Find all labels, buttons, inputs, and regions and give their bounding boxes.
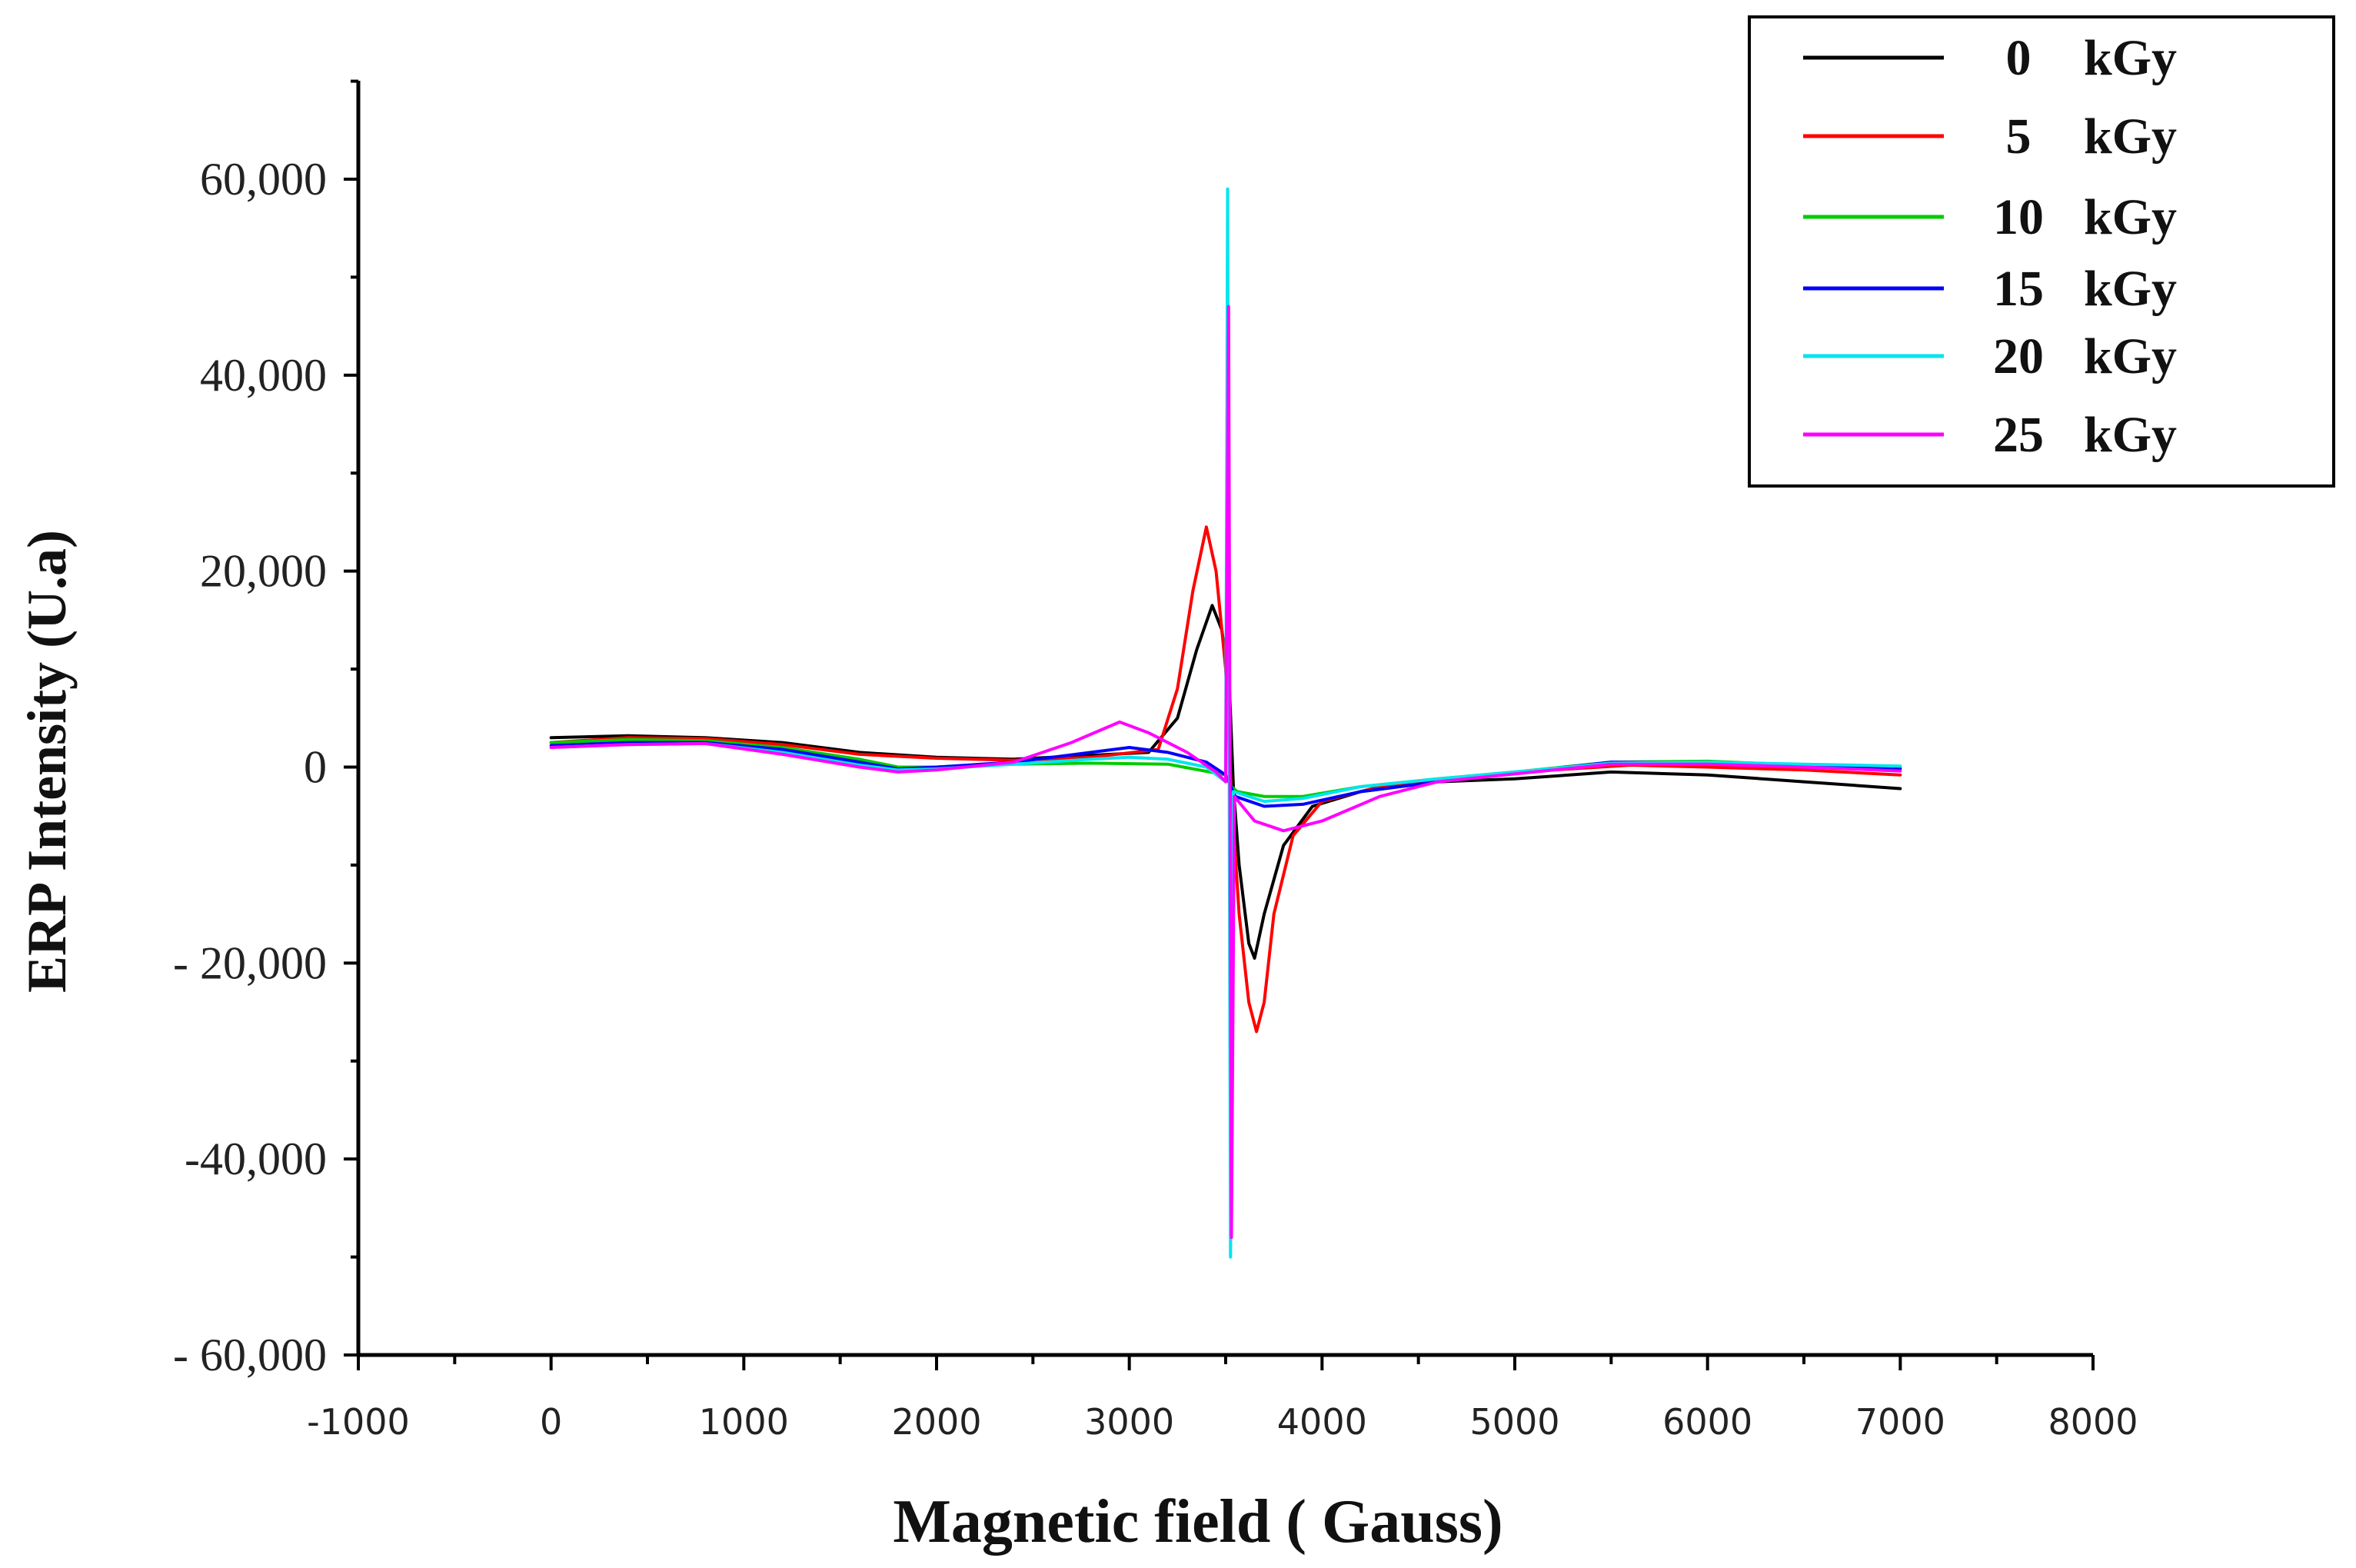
x-tick-label: 6000 xyxy=(1662,1401,1752,1443)
x-tick-label: 5000 xyxy=(1469,1401,1559,1443)
y-tick-label: -40,000 xyxy=(185,1134,327,1184)
y-tick-label: - 60,000 xyxy=(173,1330,327,1380)
legend: 0 kGy 5 kGy 10 kGy 15 kGy 20 kGy 25 kGy xyxy=(1748,15,2335,488)
legend-unit-15: kGy xyxy=(2084,261,2177,317)
x-ticks: -1000 0 1000 2000 3000 4000 5000 6000 7000 8000 xyxy=(307,1355,2138,1443)
y-ticks: 60,000 40,000 20,000 0 - 20,000 -40,000 - 60,0… xyxy=(173,79,358,1380)
x-tick-label: 3000 xyxy=(1084,1401,1174,1443)
legend-unit-5: kGy xyxy=(2084,108,2177,165)
legend-label-0: 0 xyxy=(2006,30,2032,86)
legend-unit-0: kGy xyxy=(2084,30,2177,86)
legend-label-20: 20 xyxy=(1993,328,2044,385)
x-tick-label: 8000 xyxy=(2048,1401,2138,1443)
y-tick-label: - 20,000 xyxy=(173,937,327,988)
y-tick-label: 40,000 xyxy=(200,350,327,401)
legend-unit-10: kGy xyxy=(2084,189,2177,245)
x-tick-label: 7000 xyxy=(1855,1401,1945,1443)
x-axis-title: Magnetic field ( Gauss) xyxy=(893,1488,1502,1556)
legend-label-10: 10 xyxy=(1993,189,2044,245)
y-axis-title: ERP Intensity (U.a) xyxy=(16,530,78,993)
legend-unit-20: kGy xyxy=(2084,328,2177,385)
series-line-25-kgy xyxy=(549,305,1902,1240)
series-group xyxy=(549,187,1902,1259)
x-tick-label: 0 xyxy=(540,1401,562,1443)
legend-unit-25: kGy xyxy=(2084,407,2177,463)
y-tick-label: 0 xyxy=(304,742,327,793)
legend-label-15: 15 xyxy=(1993,261,2044,317)
x-tick-label: 4000 xyxy=(1277,1401,1367,1443)
legend-label-5: 5 xyxy=(2006,108,2032,165)
y-tick-label: 60,000 xyxy=(200,154,327,205)
legend-box xyxy=(1748,15,2335,488)
x-tick-label: 1000 xyxy=(699,1401,789,1443)
y-tick-label: 20,000 xyxy=(200,546,327,597)
x-tick-label: 2000 xyxy=(891,1401,981,1443)
legend-label-25: 25 xyxy=(1993,407,2044,463)
x-tick-label: -1000 xyxy=(307,1401,410,1443)
